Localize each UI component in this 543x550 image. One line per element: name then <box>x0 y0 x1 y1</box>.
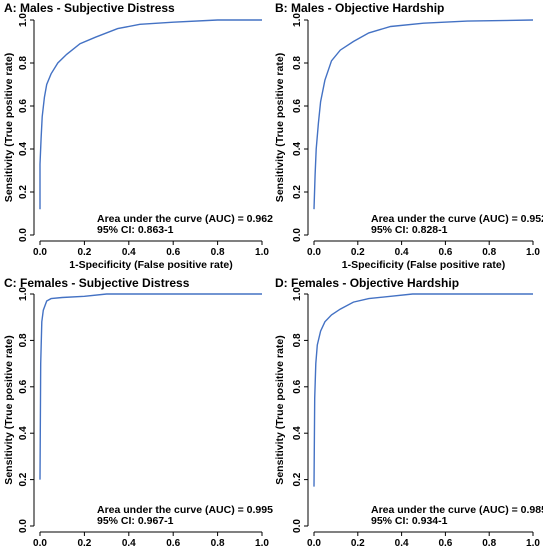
x-tick-label: 0.4 <box>395 538 409 549</box>
y-tick-label: 0.4 <box>292 142 303 156</box>
y-tick-label: 1.0 <box>292 287 303 301</box>
y-tick-label: 0.2 <box>18 472 29 486</box>
roc-curve <box>313 293 533 487</box>
panel-title: C: Females - Subjective Distress <box>4 276 190 290</box>
x-tick-label: 0.0 <box>307 247 321 258</box>
roc-panel-b: B: Males - Objective Hardship 0.0 0.2 0.4 0.… <box>274 1 543 271</box>
auc-annotation: Area under the curve (AUC) = 0.985 <box>371 504 543 516</box>
x-tick-label: 0.8 <box>482 247 496 258</box>
roc-curve <box>39 293 262 480</box>
x-tick-label: 0.8 <box>211 538 225 549</box>
x-tick-label: 1.0 <box>526 247 540 258</box>
x-tick-label: 0.2 <box>77 247 91 258</box>
roc-panel-c: C: Females - Subjective Distress 0.0 0.2 0.… <box>3 276 273 549</box>
x-tick-label: 0.4 <box>122 247 136 258</box>
y-tick-label: 0.2 <box>292 472 303 486</box>
y-tick-label: 0.4 <box>18 426 29 440</box>
y-tick-label: 0.6 <box>18 99 29 113</box>
y-tick-label: 0.8 <box>292 56 303 70</box>
x-tick-label: 0.6 <box>438 247 452 258</box>
y-tick-label: 1.0 <box>292 13 303 27</box>
ci-annotation: 95% CI: 0.967-1 <box>97 515 174 527</box>
x-tick-label: 0.8 <box>211 247 225 258</box>
y-tick-label: 0.4 <box>292 426 303 440</box>
y-axis-label: Sensitivity (True positive rate) <box>3 53 15 202</box>
x-tick-label: 0.0 <box>33 538 47 549</box>
x-tick-label: 0.4 <box>122 538 136 549</box>
x-tick-label: 0.6 <box>438 538 452 549</box>
roc-panel-a: A: Males - Subjective Distress 0.0 0.2 0.4 0… <box>3 1 273 271</box>
y-tick-label: 0.0 <box>18 519 29 533</box>
x-tick-label: 0.2 <box>351 538 365 549</box>
x-tick-label: 1.0 <box>255 538 269 549</box>
y-tick-label: 0.6 <box>18 379 29 393</box>
x-tick-label: 1.0 <box>255 247 269 258</box>
roc-curve <box>39 19 262 210</box>
x-tick-label: 0.6 <box>166 538 180 549</box>
x-tick-label: 0.4 <box>395 247 409 258</box>
ci-annotation: 95% CI: 0.828-1 <box>371 224 448 236</box>
x-tick-label: 0.6 <box>166 247 180 258</box>
roc-panel-d: D: Females - Objective Hardship 0.0 0.2 0.4… <box>274 276 543 549</box>
x-tick-label: 0.2 <box>351 247 365 258</box>
panel-title: D: Females - Objective Hardship <box>275 276 459 290</box>
y-axis-label: Sensitivity (True positive rate) <box>274 53 286 202</box>
x-tick-label: 0.0 <box>33 247 47 258</box>
y-tick-label: 0.0 <box>18 228 29 242</box>
x-axis-label: 1-Specificity (False positive rate) <box>342 259 505 271</box>
y-tick-label: 0.8 <box>18 56 29 70</box>
auc-annotation: Area under the curve (AUC) = 0.995 <box>97 504 273 516</box>
x-axis-label: 1-Specificity (False positive rate) <box>69 259 232 271</box>
ci-annotation: 95% CI: 0.934-1 <box>371 515 448 527</box>
panel-title: A: Males - Subjective Distress <box>4 1 175 15</box>
y-axis-label: Sensitivity (True positive rate) <box>274 335 286 484</box>
x-tick-label: 0.2 <box>77 538 91 549</box>
y-tick-label: 0.2 <box>18 185 29 199</box>
y-tick-label: 0.8 <box>292 333 303 347</box>
x-tick-label: 1.0 <box>526 538 540 549</box>
roc-curve <box>313 19 534 210</box>
x-tick-label: 0.8 <box>482 538 496 549</box>
y-tick-label: 0.6 <box>292 379 303 393</box>
auc-annotation: Area under the curve (AUC) = 0.962 <box>97 213 273 225</box>
panel-title: B: Males - Objective Hardship <box>275 1 444 15</box>
y-axis-label: Sensitivity (True positive rate) <box>3 335 15 484</box>
y-tick-label: 1.0 <box>18 13 29 27</box>
y-tick-label: 0.0 <box>292 519 303 533</box>
x-tick-label: 0.0 <box>307 538 321 549</box>
y-tick-label: 1.0 <box>18 287 29 301</box>
y-tick-label: 0.0 <box>292 228 303 242</box>
ci-annotation: 95% CI: 0.863-1 <box>97 224 174 236</box>
y-tick-label: 0.8 <box>18 333 29 347</box>
auc-annotation: Area under the curve (AUC) = 0.952 <box>371 213 543 225</box>
y-tick-label: 0.6 <box>292 99 303 113</box>
y-tick-label: 0.4 <box>18 142 29 156</box>
y-tick-label: 0.2 <box>292 185 303 199</box>
